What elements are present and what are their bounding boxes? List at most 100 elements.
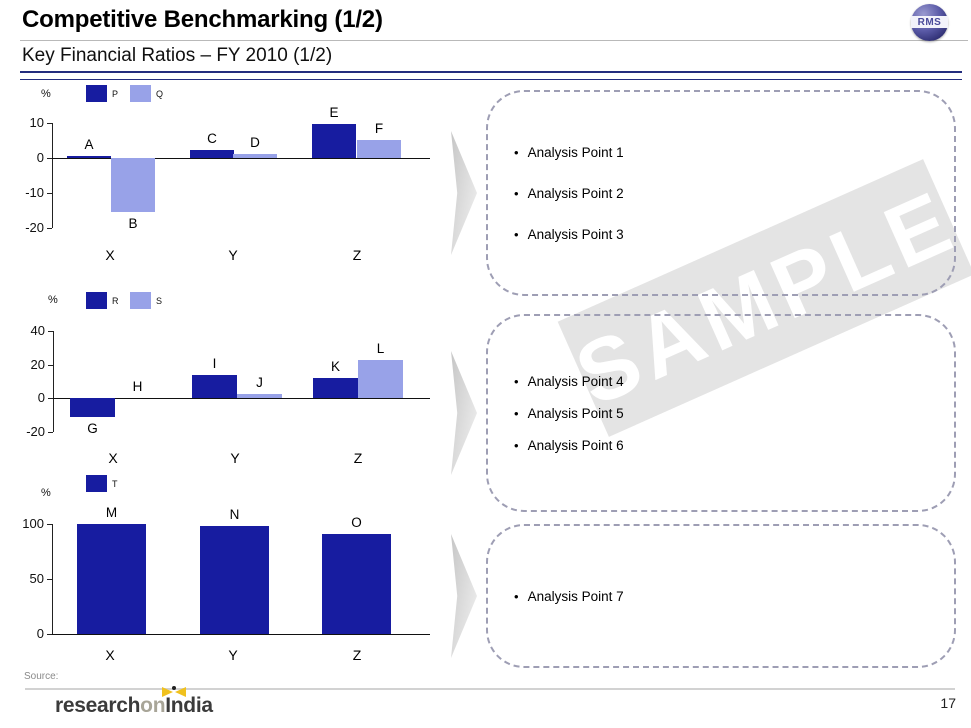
category-label: Z <box>352 247 362 263</box>
y-tick-label: 0 <box>37 390 45 405</box>
analysis-box-1: • Analysis Point 1 • Analysis Point 2 • Analy… <box>486 90 956 296</box>
bar <box>192 375 237 398</box>
bar-label: A <box>84 137 94 153</box>
category-label: Y <box>228 647 238 663</box>
analysis-point-label: Analysis Point 6 <box>527 437 624 453</box>
analysis-point-label: Analysis Point 3 <box>527 226 624 242</box>
y-tick-label: 10 <box>29 115 44 130</box>
bar <box>77 524 146 634</box>
bar-label: I <box>212 356 217 372</box>
brand-part-research: research <box>55 694 141 717</box>
y-tick-label: 40 <box>30 323 45 338</box>
analysis-point: • Analysis Point 2 <box>514 186 954 201</box>
y-tick-mark <box>47 634 52 635</box>
bar-label: L <box>376 341 385 357</box>
analysis-point: • Analysis Point 6 <box>514 438 954 453</box>
x-axis-line <box>53 397 430 399</box>
bullet-icon: • <box>514 588 519 604</box>
bar-label: J <box>256 374 263 390</box>
analysis-point-label: Analysis Point 2 <box>527 185 624 201</box>
arrow-right-icon <box>451 351 477 475</box>
bar <box>200 525 269 634</box>
arrow-right-icon <box>451 131 477 255</box>
analysis-box-2: • Analysis Point 4 • Analysis Point 5 • Analy… <box>486 314 956 512</box>
bar <box>67 156 111 158</box>
bar <box>190 150 234 158</box>
analysis-points-list: • Analysis Point 1 • Analysis Point 2 • Analy… <box>488 145 954 242</box>
y-tick-mark <box>47 228 52 229</box>
bar-label: E <box>329 104 339 120</box>
y-axis-line <box>52 524 53 634</box>
bar <box>358 360 403 398</box>
analysis-point-label: Analysis Point 5 <box>527 405 624 421</box>
brand-part-on: on <box>140 694 166 717</box>
analysis-point: • Analysis Point 7 <box>514 589 954 604</box>
y-tick-mark <box>48 398 53 399</box>
source-label: Source: <box>24 671 59 682</box>
bullet-icon: • <box>514 185 519 201</box>
category-label: Z <box>352 647 362 663</box>
y-axis-line <box>53 331 54 432</box>
bullet-icon: • <box>514 437 519 453</box>
analysis-point: • Analysis Point 3 <box>514 227 954 242</box>
legend-label: P <box>112 89 119 99</box>
legend-label: S <box>156 296 163 306</box>
y-tick-label: 100 <box>22 516 44 531</box>
y-tick-label: 0 <box>36 150 44 165</box>
analysis-point: • Analysis Point 5 <box>514 406 954 421</box>
bar <box>70 398 115 418</box>
y-tick-mark <box>47 193 52 194</box>
analysis-point: • Analysis Point 4 <box>514 374 954 389</box>
legend-swatch <box>86 292 107 309</box>
y-tick-label: -10 <box>25 185 44 200</box>
bar <box>312 123 356 158</box>
page-number: 17 <box>940 695 956 711</box>
legend-swatch <box>86 475 107 492</box>
category-label: Y <box>230 450 240 466</box>
chart-key-ratio-3: % T 100 50 0 M N O X Y Z <box>20 470 450 672</box>
brand-part-india: India <box>162 686 213 718</box>
category-label: X <box>105 647 115 663</box>
legend-swatch <box>130 85 151 102</box>
y-tick-label: 0 <box>36 626 44 641</box>
category-label: Y <box>228 247 238 263</box>
y-tick-label: -20 <box>25 220 44 235</box>
header-double-rule <box>20 71 962 80</box>
y-tick-label: 20 <box>30 356 45 372</box>
arrow-right-icon <box>451 534 477 658</box>
category-label: Z <box>353 450 363 466</box>
footer-divider <box>25 688 955 690</box>
axis-unit-label: % <box>48 294 58 306</box>
y-tick-mark <box>47 524 52 525</box>
analysis-box-3: • Analysis Point 7 <box>486 524 956 668</box>
bar-label: N <box>229 506 240 522</box>
y-tick-label: -20 <box>26 423 45 439</box>
chart-key-ratio-1: % P Q 10 0 -10 -20 A C E B D F X Y Z <box>20 84 450 276</box>
rms-globe-logo: RMS <box>911 4 948 41</box>
bar-label: K <box>330 358 340 374</box>
analysis-point-label: Analysis Point 7 <box>527 588 624 604</box>
y-tick-label: 50 <box>29 571 44 586</box>
legend-swatch <box>86 85 107 102</box>
bar-label: G <box>87 421 98 437</box>
legend-label: Q <box>156 89 164 99</box>
y-tick-mark <box>48 431 53 433</box>
y-axis-line <box>52 123 53 228</box>
bar <box>322 533 391 634</box>
y-tick-mark <box>47 123 52 124</box>
category-label: X <box>105 247 115 263</box>
x-axis-line <box>52 157 430 159</box>
y-tick-mark <box>48 364 53 366</box>
y-tick-mark <box>47 158 52 159</box>
chart-key-ratio-2: % R S 40 20 0 -20 G I K H J L X Y Z <box>20 290 450 476</box>
bar-label: B <box>128 216 138 232</box>
bar-label: C <box>207 131 217 147</box>
axis-unit-label: % <box>41 487 51 499</box>
bullet-icon: • <box>514 144 519 160</box>
bar-label: M <box>105 505 118 520</box>
legend-swatch <box>130 292 151 309</box>
bar <box>233 154 277 158</box>
bar-label: F <box>374 120 384 136</box>
bullet-icon: • <box>514 226 519 242</box>
